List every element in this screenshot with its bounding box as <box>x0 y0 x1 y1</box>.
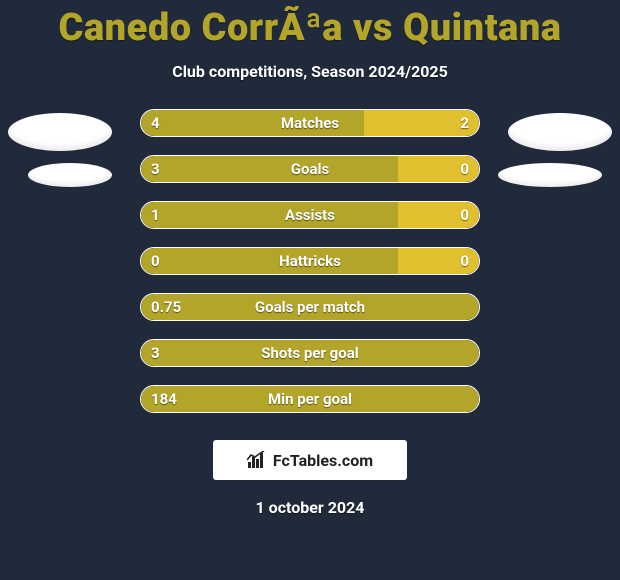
bar-track: 01Assists <box>140 201 480 229</box>
bar-track: 00Hattricks <box>140 247 480 275</box>
player-avatar-left <box>8 113 112 151</box>
attribution-text: FcTables.com <box>273 451 373 470</box>
bar-track: 184Min per goal <box>140 385 480 413</box>
bar-stat-label: Assists <box>141 202 479 228</box>
bar-stat-label: Matches <box>141 110 479 136</box>
player-avatar-right <box>508 113 612 151</box>
chart-icon <box>247 451 267 469</box>
page-title: Canedo CorrÃªa vs Quintana <box>0 0 620 50</box>
bar-track: 24Matches <box>140 109 480 137</box>
player-pill-left <box>28 163 112 187</box>
date-label: 1 october 2024 <box>0 498 620 517</box>
bar-stat-label: Goals per match <box>141 294 479 320</box>
bar-track: 3Shots per goal <box>140 339 480 367</box>
bar-stat-label: Min per goal <box>141 386 479 412</box>
bar-stat-label: Goals <box>141 156 479 182</box>
bar-stat-label: Shots per goal <box>141 340 479 366</box>
attribution-badge: FcTables.com <box>213 440 407 480</box>
bar-stat-label: Hattricks <box>141 248 479 274</box>
bar-track: 03Goals <box>140 155 480 183</box>
bars-container: 24Matches 03Goals 01Assists 00Hattricks 0.75… <box>140 109 480 431</box>
bar-track: 0.75Goals per match <box>140 293 480 321</box>
page-subtitle: Club competitions, Season 2024/2025 <box>0 62 620 81</box>
player-pill-right <box>498 163 602 187</box>
